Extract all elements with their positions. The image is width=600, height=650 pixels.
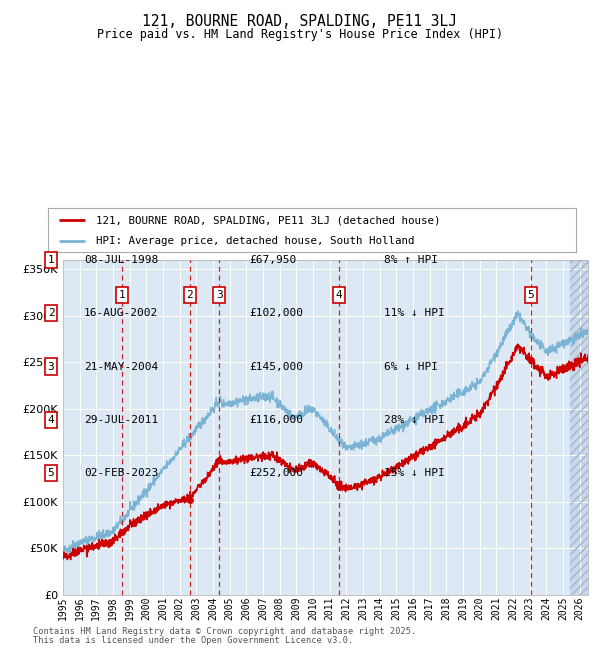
Text: 8% ↑ HPI: 8% ↑ HPI bbox=[384, 255, 438, 265]
Bar bbox=[569, 260, 588, 595]
Bar bbox=[569, 260, 588, 595]
Text: 11% ↓ HPI: 11% ↓ HPI bbox=[384, 308, 445, 318]
Text: £102,000: £102,000 bbox=[249, 308, 303, 318]
Text: 1: 1 bbox=[47, 255, 55, 265]
Text: 1: 1 bbox=[118, 290, 125, 300]
Text: HPI: Average price, detached house, South Holland: HPI: Average price, detached house, Sout… bbox=[95, 236, 414, 246]
Text: 2: 2 bbox=[47, 308, 55, 318]
Text: 4: 4 bbox=[47, 415, 55, 425]
Text: 5: 5 bbox=[527, 290, 535, 300]
Text: Price paid vs. HM Land Registry's House Price Index (HPI): Price paid vs. HM Land Registry's House … bbox=[97, 28, 503, 41]
Text: 02-FEB-2023: 02-FEB-2023 bbox=[84, 468, 158, 478]
Text: 121, BOURNE ROAD, SPALDING, PE11 3LJ: 121, BOURNE ROAD, SPALDING, PE11 3LJ bbox=[143, 14, 458, 29]
Text: 08-JUL-1998: 08-JUL-1998 bbox=[84, 255, 158, 265]
Text: 5: 5 bbox=[47, 468, 55, 478]
Text: 28% ↓ HPI: 28% ↓ HPI bbox=[384, 415, 445, 425]
Text: 3: 3 bbox=[216, 290, 223, 300]
Text: £67,950: £67,950 bbox=[249, 255, 296, 265]
Text: 4: 4 bbox=[336, 290, 343, 300]
Text: 121, BOURNE ROAD, SPALDING, PE11 3LJ (detached house): 121, BOURNE ROAD, SPALDING, PE11 3LJ (de… bbox=[95, 215, 440, 226]
Text: 6% ↓ HPI: 6% ↓ HPI bbox=[384, 361, 438, 372]
Text: 3: 3 bbox=[47, 361, 55, 372]
Text: 29-JUL-2011: 29-JUL-2011 bbox=[84, 415, 158, 425]
Text: 15% ↓ HPI: 15% ↓ HPI bbox=[384, 468, 445, 478]
Text: 2: 2 bbox=[187, 290, 193, 300]
Text: £116,000: £116,000 bbox=[249, 415, 303, 425]
Text: 16-AUG-2002: 16-AUG-2002 bbox=[84, 308, 158, 318]
Text: £145,000: £145,000 bbox=[249, 361, 303, 372]
Text: This data is licensed under the Open Government Licence v3.0.: This data is licensed under the Open Gov… bbox=[33, 636, 353, 645]
Text: Contains HM Land Registry data © Crown copyright and database right 2025.: Contains HM Land Registry data © Crown c… bbox=[33, 627, 416, 636]
Text: 21-MAY-2004: 21-MAY-2004 bbox=[84, 361, 158, 372]
Text: £252,000: £252,000 bbox=[249, 468, 303, 478]
